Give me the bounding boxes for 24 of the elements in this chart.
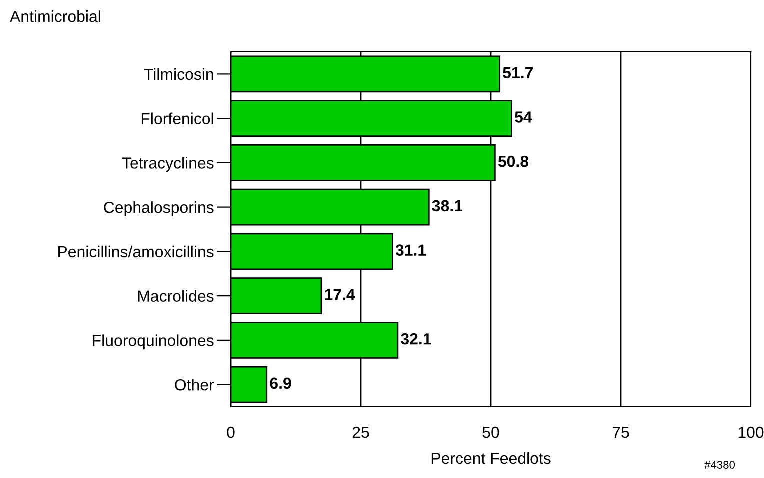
data-label: 6.9	[270, 378, 292, 390]
y-tick-label: Tilmicosin	[144, 68, 214, 80]
y-tick-label: Penicillins/amoxicillins	[58, 246, 214, 258]
y-tick-label: Florfenicol	[142, 112, 214, 125]
x-tick-label: 25	[352, 426, 370, 438]
y-tick-label: Tetracyclines	[122, 157, 214, 172]
x-tick-label: 0	[227, 426, 235, 438]
x-tick-label: 100	[738, 426, 764, 438]
data-label: 38.1	[432, 200, 463, 212]
data-label: 32.1	[401, 333, 432, 345]
data-label: 50.8	[498, 156, 529, 168]
y-tick-label: Macrolides	[138, 290, 214, 302]
data-label: 54	[515, 112, 532, 123]
y-tick-label: Cephalosporins	[104, 202, 214, 216]
x-tick-label: 75	[612, 427, 630, 438]
text: #4380	[704, 461, 736, 469]
x-axis-title: Percent Feedlots	[432, 452, 551, 464]
y-tick-label: Fluoroquinolones	[93, 334, 214, 350]
text: Antimicrobial	[10, 10, 100, 22]
y-tick-label: Other	[175, 379, 214, 391]
data-label: 17.4	[325, 289, 356, 300]
x-tick-label: 50	[482, 426, 500, 438]
data-label: 31.1	[396, 244, 426, 256]
data-label: 51.7	[503, 67, 533, 78]
